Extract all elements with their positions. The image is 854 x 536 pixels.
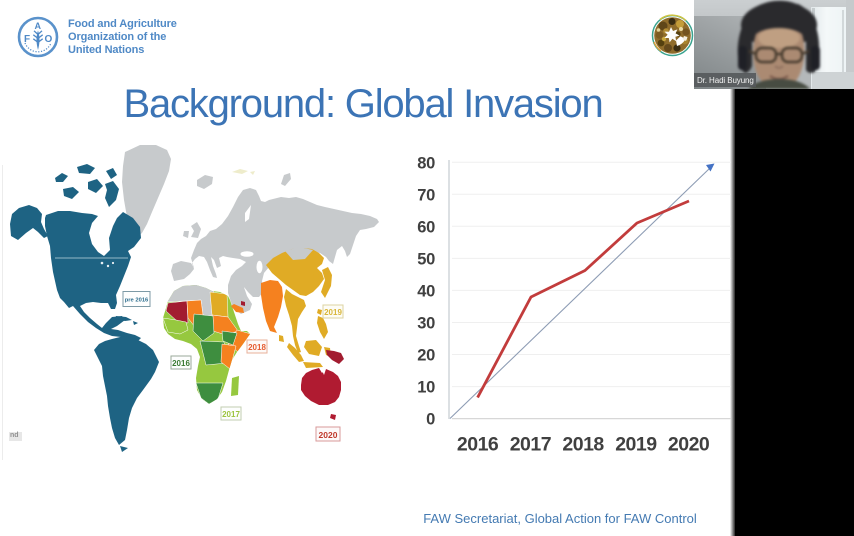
svg-text:60: 60: [417, 219, 435, 237]
svg-text:A: A: [35, 21, 42, 31]
svg-text:20: 20: [417, 347, 435, 365]
svg-text:50: 50: [417, 251, 435, 269]
svg-text:70: 70: [417, 187, 435, 205]
svg-text:2019: 2019: [615, 434, 657, 456]
svg-text:2016: 2016: [172, 359, 190, 368]
svg-text:O: O: [45, 34, 53, 45]
svg-text:80: 80: [417, 155, 435, 173]
svg-text:30: 30: [417, 315, 435, 333]
svg-text:2018: 2018: [248, 343, 266, 352]
svg-text:2019: 2019: [324, 308, 342, 317]
svg-text:2020: 2020: [319, 430, 338, 440]
svg-text:2018: 2018: [562, 434, 604, 456]
svg-text:0: 0: [426, 411, 435, 429]
svg-text:2016: 2016: [457, 434, 499, 456]
svg-text:2017: 2017: [222, 410, 240, 419]
svg-text:10: 10: [417, 379, 435, 397]
svg-text:40: 40: [417, 283, 435, 301]
svg-text:2017: 2017: [510, 434, 551, 456]
svg-text:pre 2016: pre 2016: [125, 298, 149, 304]
svg-text:2020: 2020: [668, 434, 710, 456]
svg-text:F: F: [24, 34, 30, 45]
